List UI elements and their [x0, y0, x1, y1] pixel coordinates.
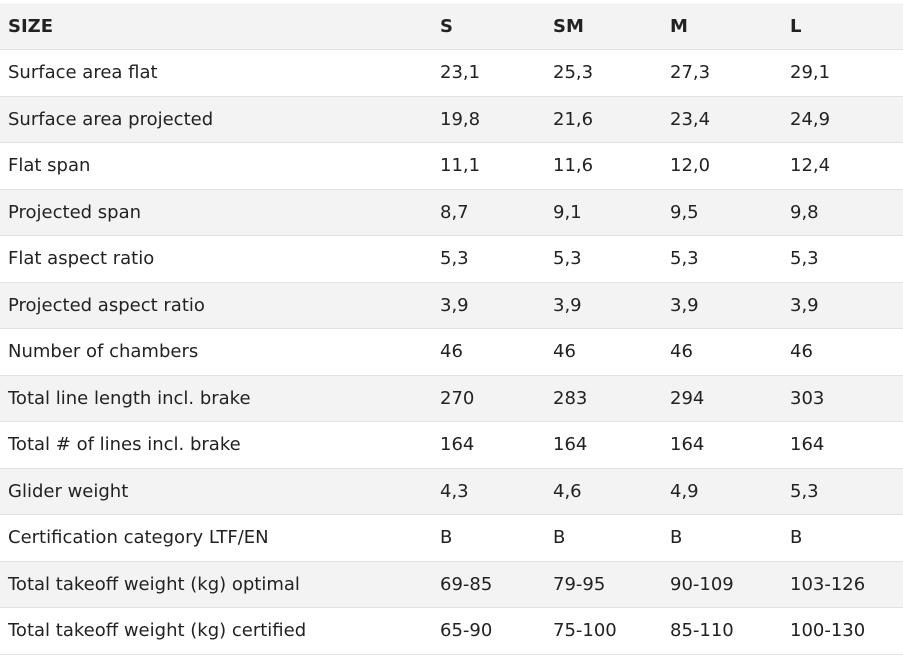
cell: B [662, 514, 782, 562]
row-label: Surface area flat [0, 49, 432, 97]
cell: 19,8 [432, 96, 545, 143]
row-label: Certification category LTF/EN [0, 514, 432, 562]
header-cell: SM [545, 3, 662, 50]
cell: 23,4 [662, 96, 782, 143]
cell: 5,3 [662, 235, 782, 283]
spec-table: SIZE S SM M L Surface area flat 23,1 25,3 27,3 29… [0, 3, 903, 655]
cell: 25,3 [545, 49, 662, 97]
cell: 103-126 [782, 561, 903, 608]
cell: 294 [662, 375, 782, 422]
cell: 9,5 [662, 189, 782, 236]
cell: 3,9 [662, 282, 782, 329]
header-cell: S [432, 3, 545, 50]
cell: 90-109 [662, 561, 782, 608]
cell: 11,6 [545, 142, 662, 190]
cell: 65-90 [432, 607, 545, 655]
table-row: Total # of lines incl. brake 164 164 164 164 [0, 421, 903, 469]
cell: 164 [545, 421, 662, 469]
row-label: Flat aspect ratio [0, 235, 432, 283]
cell: 11,1 [432, 142, 545, 190]
row-label: Projected span [0, 189, 432, 236]
cell: 164 [662, 421, 782, 469]
cell: 21,6 [545, 96, 662, 143]
table-row: Surface area flat 23,1 25,3 27,3 29,1 [0, 49, 903, 97]
cell: 46 [545, 328, 662, 376]
table-row: Total takeoff weight (kg) certified 65-90… [0, 607, 903, 655]
cell: 5,3 [782, 468, 903, 515]
row-label: Glider weight [0, 468, 432, 515]
header-cell: SIZE [0, 3, 432, 50]
cell: 100-130 [782, 607, 903, 655]
cell: 12,4 [782, 142, 903, 190]
cell: 75-100 [545, 607, 662, 655]
cell: 46 [662, 328, 782, 376]
cell: 24,9 [782, 96, 903, 143]
cell: 5,3 [782, 235, 903, 283]
table-row: Glider weight 4,3 4,6 4,9 5,3 [0, 468, 903, 515]
table-row: Flat span 11,1 11,6 12,0 12,4 [0, 142, 903, 190]
cell: 8,7 [432, 189, 545, 236]
cell: 85-110 [662, 607, 782, 655]
table-row: Certification category LTF/EN B B B B [0, 514, 903, 562]
cell: B [545, 514, 662, 562]
cell: 3,9 [782, 282, 903, 329]
cell: 9,8 [782, 189, 903, 236]
row-label: Total line length incl. brake [0, 375, 432, 422]
cell: 27,3 [662, 49, 782, 97]
cell: 79-95 [545, 561, 662, 608]
header-row: SIZE S SM M L [0, 3, 903, 50]
cell: 9,1 [545, 189, 662, 236]
row-label: Flat span [0, 142, 432, 190]
body: SIZE S SM M L Surface area flat 23,1 25,3 27,3 29… [0, 3, 903, 661]
cell: 5,3 [432, 235, 545, 283]
row-label: Number of chambers [0, 328, 432, 376]
table-row: Surface area projected 19,8 21,6 23,4 24,9 [0, 96, 903, 143]
row-label: Total takeoff weight (kg) certified [0, 607, 432, 655]
table-row: Number of chambers 46 46 46 46 [0, 328, 903, 376]
cell: 12,0 [662, 142, 782, 190]
cell: 283 [545, 375, 662, 422]
cell: 69-85 [432, 561, 545, 608]
table-row: Projected span 8,7 9,1 9,5 9,8 [0, 189, 903, 236]
row-label: Projected aspect ratio [0, 282, 432, 329]
table-row: Flat aspect ratio 5,3 5,3 5,3 5,3 [0, 235, 903, 283]
table-row: Total takeoff weight (kg) optimal 69-85 79… [0, 561, 903, 608]
row-label: Total # of lines incl. brake [0, 421, 432, 469]
cell: 4,6 [545, 468, 662, 515]
header-cell: L [782, 3, 903, 50]
cell: 164 [782, 421, 903, 469]
cell: 46 [432, 328, 545, 376]
cell: 4,3 [432, 468, 545, 515]
cell: 303 [782, 375, 903, 422]
cell: 270 [432, 375, 545, 422]
row-label: Total takeoff weight (kg) optimal [0, 561, 432, 608]
cell: 5,3 [545, 235, 662, 283]
table-row: Projected aspect ratio 3,9 3,9 3,9 3,9 [0, 282, 903, 329]
cell: B [782, 514, 903, 562]
cell: 29,1 [782, 49, 903, 97]
header-cell: M [662, 3, 782, 50]
cell: 164 [432, 421, 545, 469]
table-row: Total line length incl. brake 270 283 294 30… [0, 375, 903, 422]
cell: 23,1 [432, 49, 545, 97]
cell: 3,9 [545, 282, 662, 329]
cell: B [432, 514, 545, 562]
cell: 4,9 [662, 468, 782, 515]
cell: 46 [782, 328, 903, 376]
row-label: Surface area projected [0, 96, 432, 143]
cell: 3,9 [432, 282, 545, 329]
